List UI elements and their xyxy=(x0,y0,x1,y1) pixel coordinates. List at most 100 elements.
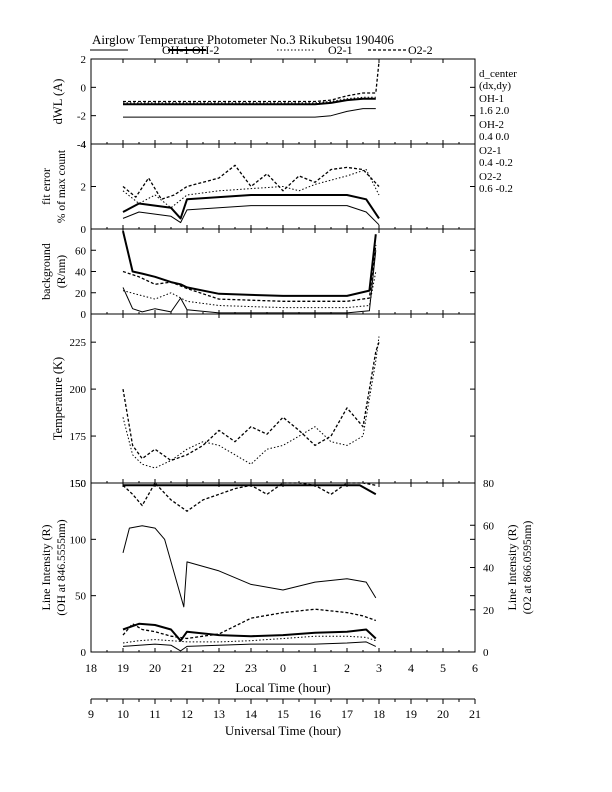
local-time-tick-label: 23 xyxy=(245,661,257,675)
y-tick-label: 2 xyxy=(81,54,87,66)
y-axis-label: background xyxy=(39,243,53,300)
y-tick-label: 20 xyxy=(75,288,87,300)
y-axis-label-2: % of max count xyxy=(56,149,68,223)
local-time-tick-label: 3 xyxy=(376,661,382,675)
ut-tick-label: 12 xyxy=(181,707,193,721)
panel-frame-intensity xyxy=(90,482,476,653)
ut-tick-label: 9 xyxy=(88,707,94,721)
series-o2-2 xyxy=(123,61,380,103)
y2-axis-label-2: (O2 at 866.0595nm) xyxy=(522,521,534,615)
local-time-tick-label: 21 xyxy=(181,661,193,675)
series-o2-1 xyxy=(122,271,377,309)
series-o2-1 xyxy=(123,96,376,104)
y2-axis-label: Line Intensity (R) xyxy=(505,525,519,611)
y-tick-label: 175 xyxy=(70,431,87,443)
ut-tick-label: 11 xyxy=(149,707,161,721)
local-time-axis-label: Local Time (hour) xyxy=(235,680,330,695)
ut-tick-label: 18 xyxy=(373,707,385,721)
legend-label-o2-1: O2-1 xyxy=(328,43,353,57)
panel-background: 0 20 40 60 background (R/nm) xyxy=(39,228,476,321)
ut-tick-label: 19 xyxy=(405,707,417,721)
y-axis-label-2: (OH at 846.5555nm) xyxy=(56,519,68,615)
series-o2-2-top xyxy=(122,482,376,512)
y-tick-label: -2 xyxy=(77,111,86,123)
panel-frame-temperature xyxy=(90,313,476,484)
side-note-name: O2-1 xyxy=(479,145,502,157)
y-tick-label: 2 xyxy=(81,182,87,194)
local-time-tick-label: 2 xyxy=(344,661,350,675)
y2-tick-label: 80 xyxy=(483,478,495,490)
local-time-tick-label: 0 xyxy=(280,661,286,675)
panel-fit-error: 0 2 4 fit error% of max count xyxy=(39,139,476,236)
local-time-tick-label: 6 xyxy=(472,661,478,675)
series-o2-2 xyxy=(122,164,380,200)
y2-tick-label: 20 xyxy=(483,605,495,617)
ut-tick-label: 14 xyxy=(245,707,257,721)
y-tick-label: 0 xyxy=(81,647,87,659)
series-o2-1 xyxy=(122,336,380,469)
chart-title: Airglow Temperature Photometer No.3 Riku… xyxy=(92,32,394,47)
series-oh-2 xyxy=(122,622,377,642)
ut-tick-label: 10 xyxy=(117,707,129,721)
y-tick-label: 4 xyxy=(81,139,87,151)
legend-label-o2-2: O2-2 xyxy=(408,43,433,57)
panel-dwl: -4 -2 0 2 dWL (A) xyxy=(51,54,476,151)
series-o2-2 xyxy=(122,244,377,302)
local-time-tick-label: 19 xyxy=(117,661,129,675)
legend: OH-1 OH-2 O2-1 O2-2 xyxy=(90,43,433,57)
side-note-name: OH-2 xyxy=(479,119,504,131)
series-o2-1 xyxy=(122,169,380,209)
y-tick-label: 225 xyxy=(70,337,87,349)
local-time-tick-label: 5 xyxy=(440,661,446,675)
y-tick-label: 100 xyxy=(70,534,87,546)
series-oh-1 xyxy=(122,205,380,226)
y-tick-label: 150 xyxy=(70,478,87,490)
panel-temperature: 150 175 200 225 Temperature (K) xyxy=(51,313,476,490)
series-o2-2 xyxy=(122,341,380,462)
series-oh-1 xyxy=(123,108,376,118)
y-tick-label: 50 xyxy=(75,591,87,603)
series-oh-thick-top xyxy=(123,484,377,496)
y2-tick-label: 0 xyxy=(483,647,489,659)
y-tick-label: -4 xyxy=(77,139,87,151)
ut-tick-label: 16 xyxy=(309,707,321,721)
y-axis-label: Line Intensity (R) xyxy=(39,525,53,611)
series-oh-1 xyxy=(122,641,377,652)
ut-tick-label: 21 xyxy=(469,707,481,721)
y-axis-label-2: (R/nm) xyxy=(56,255,68,288)
local-time-tick-label: 18 xyxy=(85,661,97,675)
y2-tick-label: 40 xyxy=(483,563,495,575)
series-oh-1 xyxy=(122,250,377,314)
series-oh-1-top xyxy=(122,525,377,608)
ut-tick-label: 13 xyxy=(213,707,225,721)
ut-tick-label: 20 xyxy=(437,707,449,721)
ut-axis-label: Universal Time (hour) xyxy=(225,723,341,738)
series-oh-2 xyxy=(122,230,377,297)
y-tick-label: 0 xyxy=(81,309,87,321)
side-note-d-center-sub: (dx,dy) xyxy=(479,80,511,92)
y-tick-label: 0 xyxy=(81,82,87,94)
series-oh-2 xyxy=(122,194,380,220)
legend-label-oh-2: OH-2 xyxy=(192,43,219,57)
side-note-values: 0.4 0.0 xyxy=(479,131,510,143)
panels: -4 -2 0 2 dWL (A) 0 2 4 fit error% of max count 0… xyxy=(39,54,534,659)
y-axis-label: Temperature (K) xyxy=(51,357,65,440)
y-tick-label: 60 xyxy=(75,245,87,257)
series-o2-2 xyxy=(122,608,377,640)
series-oh-2 xyxy=(123,97,376,106)
side-note-d-center: d_center xyxy=(479,68,517,80)
local-time-tick-label: 4 xyxy=(408,661,414,675)
y-tick-label: 150 xyxy=(70,478,87,490)
side-note-values: 0.6 -0.2 xyxy=(479,183,513,195)
ut-tick-label: 15 xyxy=(277,707,289,721)
local-time-tick-label: 22 xyxy=(213,661,225,675)
side-note-name: OH-1 xyxy=(479,93,504,105)
side-notes: d_center(dx,dy)OH-11.6 2.0 OH-20.4 0.0 O2-… xyxy=(479,68,517,195)
y-axis-label: dWL (A) xyxy=(51,79,65,125)
local-time-tick-label: 1 xyxy=(312,661,318,675)
side-note-values: 0.4 -0.2 xyxy=(479,157,513,169)
y-axis-label: fit error xyxy=(39,168,53,205)
side-note-values: 1.6 2.0 xyxy=(479,105,510,117)
